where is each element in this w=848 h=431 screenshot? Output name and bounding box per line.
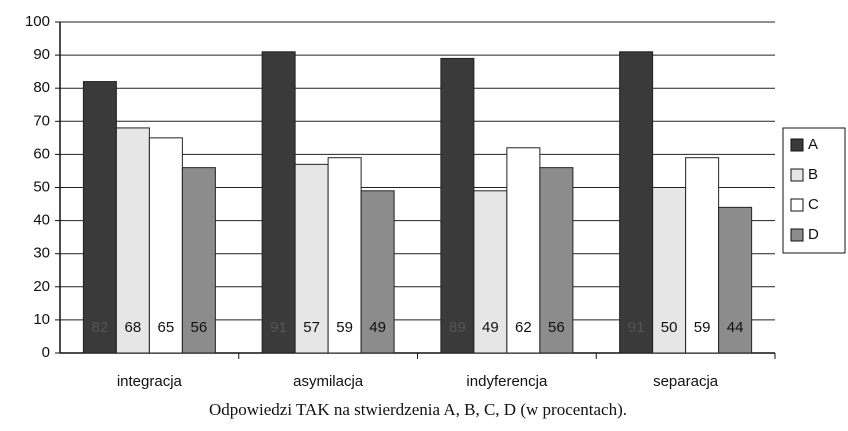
legend-swatch: [790, 168, 804, 182]
y-tick-label: 70: [33, 112, 50, 129]
chart-caption: Odpowiedzi TAK na stwierdzenia A, B, C, …: [209, 400, 627, 419]
y-tick-label: 50: [33, 178, 50, 195]
legend-label: A: [808, 136, 818, 153]
data-label: 89: [449, 319, 466, 336]
bar: [619, 51, 654, 354]
data-label: 50: [661, 319, 678, 336]
bar: [294, 163, 329, 354]
y-tick-label: 0: [42, 344, 50, 361]
legend-label: D: [808, 226, 819, 243]
y-tick-label: 20: [33, 278, 50, 295]
y-tick-label: 60: [33, 145, 50, 162]
data-label: 49: [369, 319, 386, 336]
x-tick-label: asymilacja: [293, 373, 364, 390]
data-label: 91: [628, 319, 645, 336]
bar: [473, 190, 508, 354]
x-tick-label: indyferencja: [466, 373, 548, 390]
data-label: 59: [336, 319, 353, 336]
y-tick-label: 90: [33, 46, 50, 63]
data-label: 57: [303, 319, 320, 336]
bar: [539, 167, 574, 354]
bar: [360, 190, 395, 354]
bar: [718, 206, 753, 354]
legend-swatch: [790, 198, 804, 212]
bar: [181, 167, 216, 354]
bar: [652, 187, 687, 354]
data-label: 44: [727, 319, 744, 336]
bar: [115, 127, 150, 354]
y-tick-label: 30: [33, 245, 50, 262]
data-label: 68: [125, 319, 142, 336]
x-tick-label: separacja: [653, 373, 719, 390]
legend-label: B: [808, 166, 818, 183]
data-label: 82: [92, 319, 109, 336]
bar: [440, 57, 475, 354]
legend-swatch: [790, 228, 804, 242]
y-tick-label: 80: [33, 79, 50, 96]
data-label: 49: [482, 319, 499, 336]
data-label: 56: [191, 319, 208, 336]
data-label: 91: [270, 319, 287, 336]
data-label: 56: [548, 319, 565, 336]
bar: [506, 147, 541, 354]
y-tick-label: 10: [33, 311, 50, 328]
y-tick-label: 100: [25, 13, 50, 30]
bar: [82, 81, 117, 354]
data-label: 59: [694, 319, 711, 336]
legend-swatch: [790, 138, 804, 152]
y-tick-label: 40: [33, 212, 50, 229]
data-label: 65: [158, 319, 175, 336]
bar: [685, 157, 720, 354]
bar: [148, 137, 183, 354]
bar: [261, 51, 296, 354]
legend-label: C: [808, 196, 819, 213]
data-label: 62: [515, 319, 532, 336]
x-tick-label: integracja: [117, 373, 183, 390]
